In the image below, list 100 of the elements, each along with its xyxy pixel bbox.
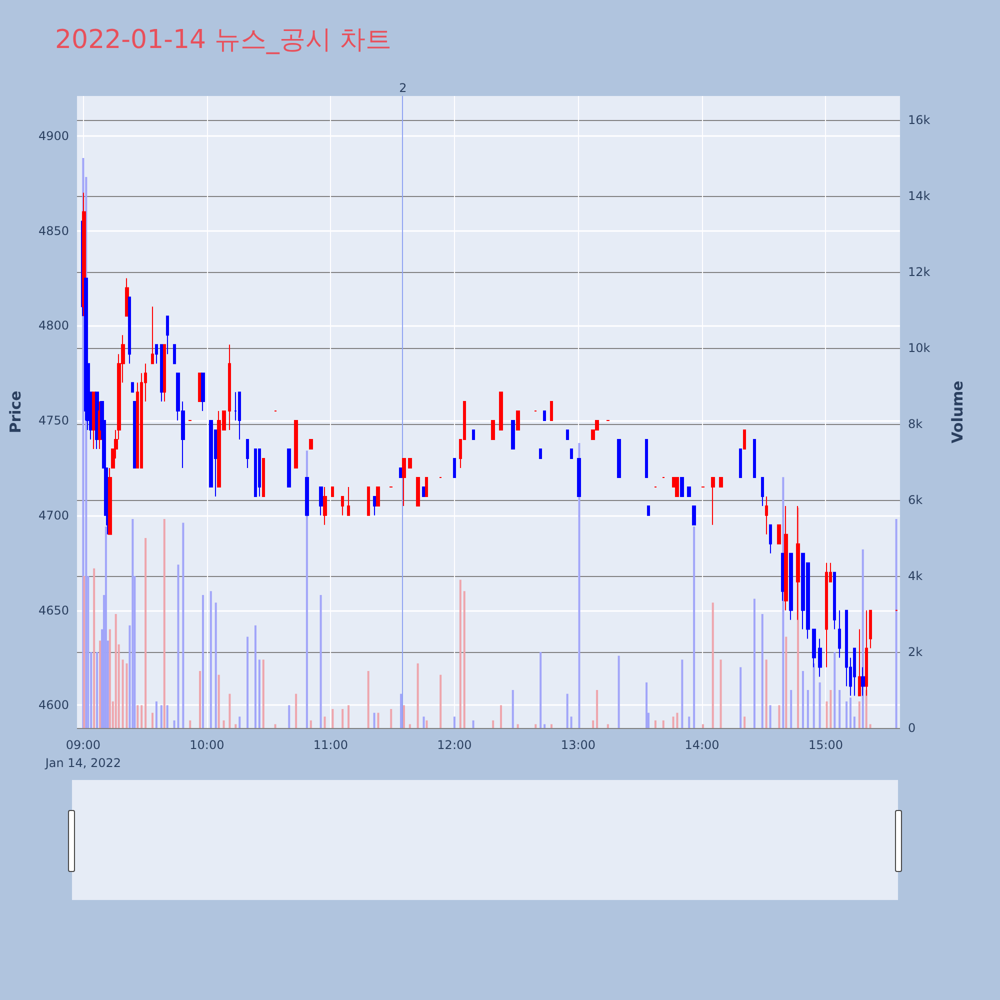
bar: [367, 670, 370, 728]
y-tick-label: 4600: [38, 698, 69, 712]
bar: [400, 694, 402, 728]
x-tick-label: 12:00: [437, 738, 472, 752]
bar: [681, 660, 684, 728]
x-tick-label: 09:00 Jan 14, 2022: [44, 738, 122, 770]
bar: [246, 636, 249, 728]
candlestick: [262, 458, 265, 497]
bar: [238, 716, 241, 728]
candlestick: [163, 344, 166, 402]
bar: [96, 652, 98, 728]
candlestick: [294, 420, 298, 468]
bar: [348, 705, 350, 728]
bar: [377, 712, 380, 728]
candlestick: [376, 486, 380, 506]
candlestick: [408, 458, 412, 468]
bar: [662, 720, 664, 728]
bar: [550, 724, 552, 728]
candlestick: [516, 410, 520, 431]
bar: [440, 674, 442, 728]
candlestick: [228, 344, 231, 431]
bar: [136, 705, 139, 728]
bar: [258, 660, 260, 728]
candlestick: [833, 572, 836, 630]
bar: [202, 594, 204, 728]
bar: [596, 690, 598, 728]
x-tick-label: 14:00: [684, 738, 720, 752]
bar: [163, 518, 166, 728]
bar: [676, 712, 678, 728]
candlestick: [155, 344, 158, 364]
candlestick: [719, 476, 723, 488]
y2-tick-label: 4k: [908, 568, 923, 583]
x-tick-label: 11:00: [313, 738, 348, 752]
candlestick: [499, 392, 503, 431]
bar: [332, 709, 334, 728]
bar: [516, 724, 519, 728]
bar: [182, 522, 184, 728]
candlestick: [647, 505, 650, 516]
bar: [262, 660, 264, 728]
bar: [199, 670, 202, 728]
bar: [310, 720, 312, 728]
y2-tick-label: 6k: [908, 492, 923, 507]
chart-title: 2022-01-14 뉴스_공시 차트: [55, 25, 392, 55]
bar: [140, 705, 143, 728]
candlestick: [543, 410, 546, 422]
candlestick: [319, 486, 323, 516]
bar: [849, 698, 852, 728]
candlestick: [323, 486, 327, 526]
y-tick-label: 4800: [38, 318, 69, 333]
bar: [416, 663, 419, 728]
bar: [144, 538, 147, 728]
bar: [342, 709, 344, 728]
bar: [189, 720, 192, 728]
bar: [869, 724, 872, 728]
bar: [592, 720, 594, 728]
bar: [672, 716, 674, 728]
bar: [834, 652, 836, 728]
bar: [177, 564, 180, 728]
bar: [895, 518, 898, 728]
candlestick: [128, 296, 131, 364]
bar: [838, 690, 841, 728]
bar: [472, 720, 474, 728]
bar: [320, 594, 322, 728]
bar: [402, 705, 405, 728]
candlestick: [367, 486, 370, 516]
bar: [426, 720, 428, 728]
candlestick: [341, 496, 344, 516]
x-tick-label: 10:00: [190, 738, 224, 752]
bar: [104, 526, 107, 728]
bar: [373, 712, 376, 728]
candlestick: [238, 392, 241, 440]
bar: [463, 591, 466, 728]
bar: [492, 720, 494, 728]
bar: [459, 580, 462, 728]
candlestick: [687, 486, 691, 497]
y2-tick-label: 12k: [908, 264, 930, 279]
candlestick: [577, 458, 581, 497]
bar: [846, 701, 848, 728]
bar: [830, 690, 832, 728]
y-tick-label: 4900: [38, 128, 69, 143]
candlestick: [331, 486, 334, 497]
candlestick: [425, 476, 428, 497]
bar: [274, 724, 276, 728]
candlestick: [570, 448, 573, 459]
candlestick: [491, 420, 495, 440]
bar: [826, 701, 828, 728]
bar: [806, 690, 809, 728]
candlestick: [739, 448, 742, 478]
bar: [790, 690, 792, 728]
y2-tick-label: 16k: [908, 112, 930, 127]
bar: [865, 690, 868, 728]
bar: [218, 674, 220, 728]
bar: [512, 690, 514, 728]
bar: [222, 720, 225, 728]
y2-tick-label: 10k: [908, 340, 930, 355]
bar: [761, 614, 764, 728]
candlestick: [131, 382, 134, 393]
candlestick: [453, 458, 456, 478]
bar: [778, 705, 780, 728]
bar: [570, 716, 572, 728]
